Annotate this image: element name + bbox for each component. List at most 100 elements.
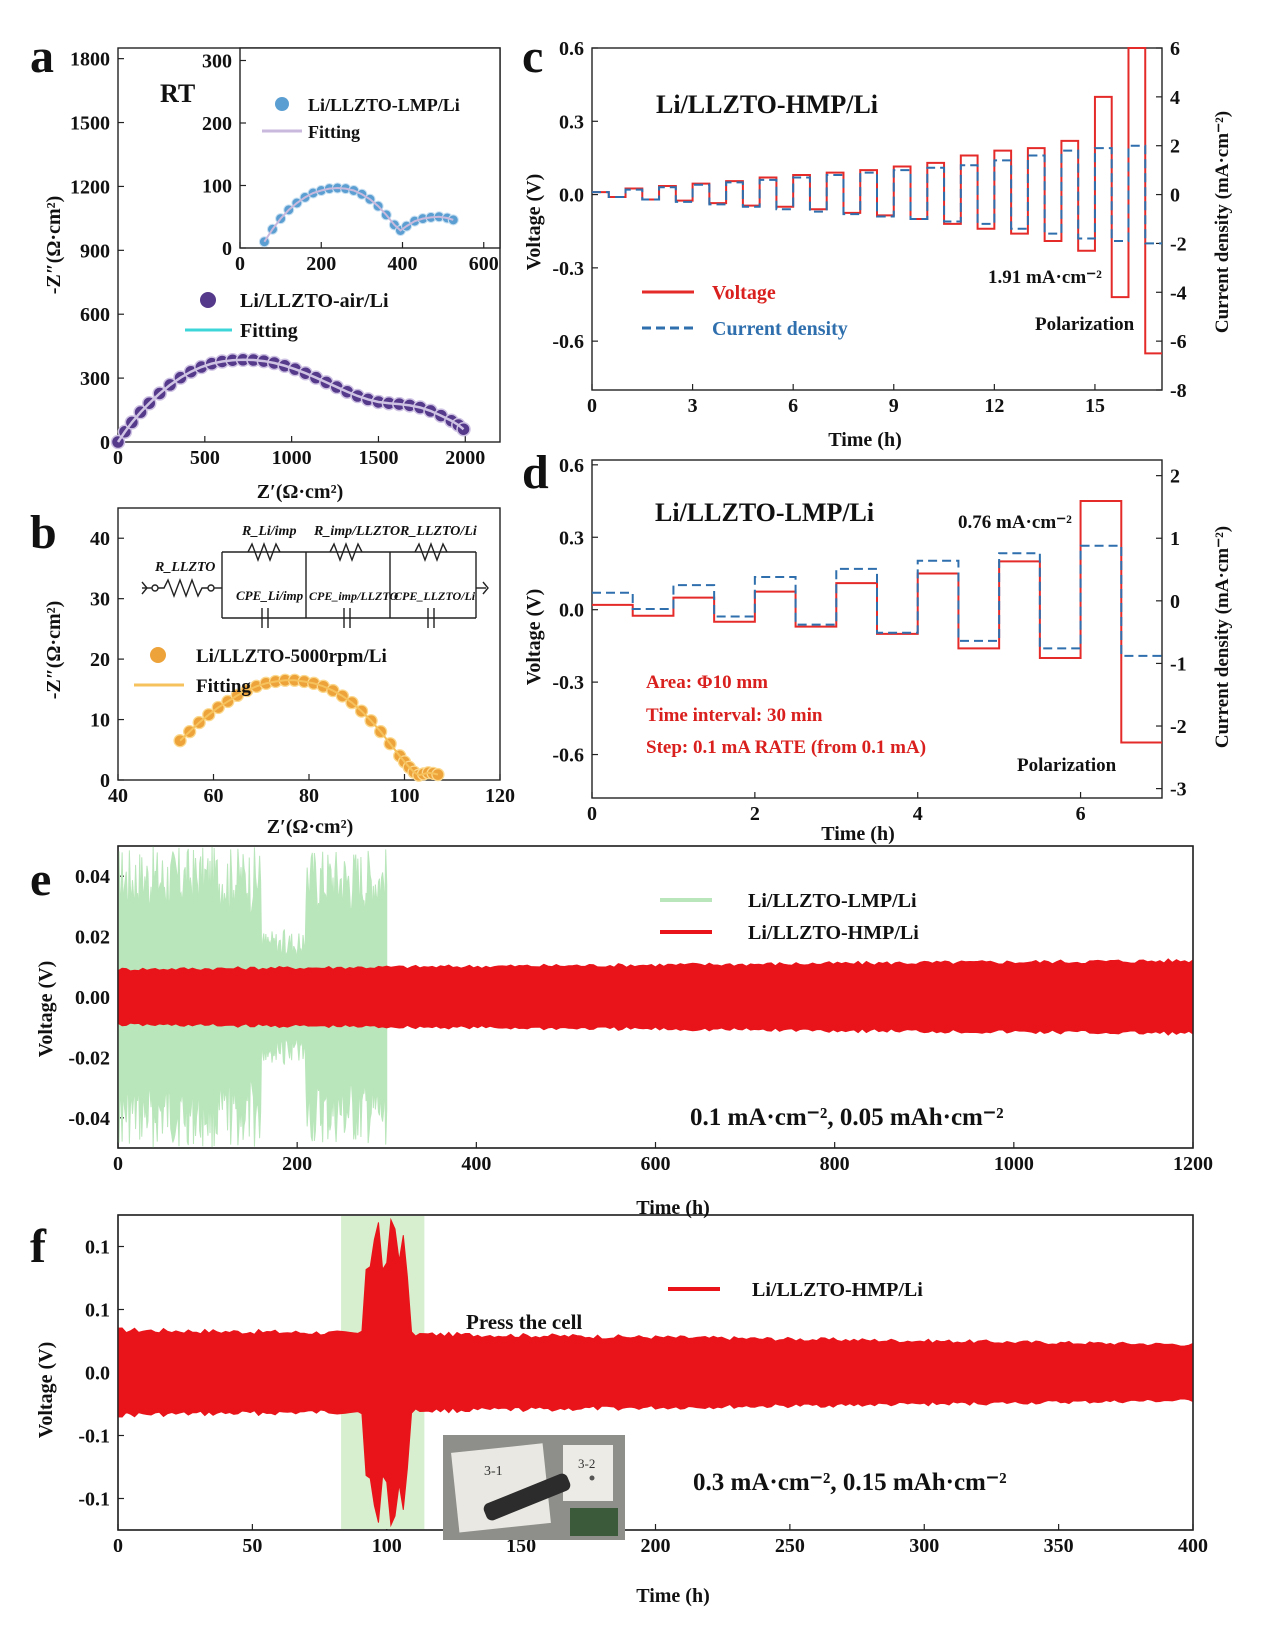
panel-label-f: f bbox=[30, 1220, 47, 1273]
c-y2label: Current density (mA·cm⁻²) bbox=[1212, 111, 1233, 333]
x-tick-label: 1000 bbox=[994, 1153, 1034, 1175]
x-tick-label: 15 bbox=[1085, 395, 1105, 417]
x-tick-label: 400 bbox=[461, 1153, 491, 1175]
x-tick-label: 3 bbox=[688, 395, 698, 417]
b-ylabel: -Z″(Ω·cm²) bbox=[43, 601, 65, 700]
y2-tick-label: -2 bbox=[1170, 233, 1187, 255]
y-tick-label: 0 bbox=[222, 238, 232, 260]
c-title: Li/LLZTO-HMP/Li bbox=[656, 90, 878, 119]
x-tick-label: 6 bbox=[788, 395, 798, 417]
y2-tick-label: 1 bbox=[1170, 528, 1180, 550]
c-xlabel: Time (h) bbox=[828, 429, 902, 451]
y-tick-label: -0.02 bbox=[68, 1047, 110, 1069]
legend-label: Li/LLZTO-air/Li bbox=[240, 290, 389, 312]
circuit-labels: R_LLZTO R_Li/imp CPE_Li/imp R_imp/LLZTO … bbox=[154, 524, 477, 603]
d-ylabel: Voltage (V) bbox=[523, 589, 545, 685]
y2-tick-label: -3 bbox=[1170, 779, 1187, 801]
x-tick-label: 0 bbox=[113, 1153, 123, 1175]
legend-label: Li/LLZTO-HMP/Li bbox=[752, 1279, 923, 1301]
x-tick-label: 40 bbox=[108, 785, 128, 807]
y-tick-label: 0.04 bbox=[75, 866, 110, 888]
x-tick-label: 500 bbox=[190, 447, 220, 469]
x-tick-label: 1200 bbox=[1173, 1153, 1213, 1175]
panel-label-a: a bbox=[30, 30, 54, 83]
y-tick-label: -0.04 bbox=[68, 1108, 110, 1130]
y-tick-label: 20 bbox=[90, 649, 110, 671]
panel-label-c: c bbox=[522, 30, 543, 83]
y-tick-label: 0.3 bbox=[559, 111, 584, 133]
y-tick-label: 300 bbox=[80, 368, 110, 390]
legend-marker bbox=[150, 647, 166, 663]
fit-line-5000rpm bbox=[179, 679, 439, 777]
y-tick-label: 0 bbox=[100, 432, 110, 454]
y-tick-label: 40 bbox=[90, 528, 110, 550]
panel-b: 40 60 80 100 120 0 10 20 30 40 Li/LLZTO-5000rpm/Li… bbox=[90, 507, 515, 807]
y-tick-label: 0.3 bbox=[559, 527, 584, 549]
d-annotation-area: Area: Φ10 mm bbox=[646, 672, 768, 693]
legend-label: Voltage bbox=[712, 282, 776, 304]
circuit-label: R_Li/imp bbox=[241, 524, 296, 539]
circuit-label: CPE_LLZTO/Li bbox=[394, 589, 476, 603]
current-density-line bbox=[592, 144, 1162, 245]
photo-cell-left bbox=[451, 1443, 551, 1533]
resistor-r-li-imp bbox=[247, 542, 281, 562]
circuit-label: CPE_Li/imp bbox=[236, 588, 304, 603]
panel-label-d: d bbox=[522, 446, 549, 499]
cycling-band-0 bbox=[117, 1217, 1194, 1528]
photo-tweezers bbox=[483, 1473, 571, 1521]
y-tick-label: 1200 bbox=[70, 176, 110, 198]
y-tick-label: 600 bbox=[80, 304, 110, 326]
a-ylabel: -Z″(Ω·cm²) bbox=[43, 196, 65, 295]
x-tick-label: 4 bbox=[913, 803, 923, 825]
y-tick-label: -0.6 bbox=[552, 745, 584, 767]
resistor-r-llzto-li bbox=[414, 542, 448, 562]
y-tick-label: 0.00 bbox=[75, 987, 110, 1009]
plot-frame bbox=[591, 47, 1163, 391]
x-tick-label: 100 bbox=[372, 1535, 402, 1557]
y-tick-label: 0.1 bbox=[85, 1237, 110, 1259]
f-ylabel: Voltage (V) bbox=[35, 1342, 57, 1438]
d-title: Li/LLZTO-LMP/Li bbox=[655, 498, 874, 527]
x-tick-label: 0 bbox=[587, 395, 597, 417]
panel-d: 0 2 4 6 -0.6 -0.3 0.0 0.3 0.6 -3 -2 -1 0 1 2 bbox=[552, 455, 1186, 825]
y-tick-label: -0.6 bbox=[552, 331, 584, 353]
legend-label: Fitting bbox=[240, 320, 298, 342]
x-tick-label: 12 bbox=[984, 395, 1004, 417]
x-tick-label: 50 bbox=[242, 1535, 262, 1557]
y-tick-label: -0.3 bbox=[552, 672, 584, 694]
panel-c: 0 3 6 9 12 15 -0.6 -0.3 0.0 0.3 0.6 -8 -6 -4 -2 0 2 4 6 Vol… bbox=[552, 38, 1186, 417]
legend-label: Fitting bbox=[308, 122, 360, 142]
e-ylabel: Voltage (V) bbox=[35, 961, 57, 1057]
y-tick-label: 0.6 bbox=[559, 38, 584, 60]
c-ylabel: Voltage (V) bbox=[523, 174, 545, 270]
panel-a: 0 500 1000 1500 20000300600900120015001800Li… bbox=[70, 47, 501, 469]
x-tick-label: 2 bbox=[750, 803, 760, 825]
y2-tick-label: 2 bbox=[1170, 466, 1180, 488]
circuit-terminal bbox=[141, 581, 148, 595]
x-tick-label: 300 bbox=[909, 1535, 939, 1557]
x-tick-label: 800 bbox=[820, 1153, 850, 1175]
y-tick-label: 100 bbox=[202, 176, 232, 198]
a-xlabel: Z′(Ω·cm²) bbox=[257, 481, 344, 503]
x-tick-label: 2000 bbox=[445, 447, 485, 469]
d-annotation-polarization: Polarization bbox=[1017, 755, 1117, 776]
y-tick-label: 0 bbox=[100, 770, 110, 792]
resistor-r-imp-llzto bbox=[329, 542, 363, 562]
d-annotation-current: 0.76 mA·cm⁻² bbox=[958, 512, 1072, 533]
x-tick-label: 0 bbox=[113, 447, 123, 469]
c-annotation-polarization: Polarization bbox=[1035, 314, 1135, 335]
circuit-label: R_LLZTO/Li bbox=[399, 524, 477, 539]
b-xlabel: Z′(Ω·cm²) bbox=[267, 816, 354, 838]
y2-tick-label: -1 bbox=[1170, 653, 1187, 675]
x-tick-label: 80 bbox=[299, 785, 319, 807]
legend-label: Li/LLZTO-5000rpm/Li bbox=[196, 646, 387, 667]
photo-glove bbox=[570, 1508, 618, 1536]
photo-screw bbox=[589, 1475, 595, 1481]
x-tick-label: 6 bbox=[1076, 803, 1086, 825]
y-tick-label: 0.0 bbox=[559, 600, 584, 622]
panel-label-b: b bbox=[30, 506, 57, 559]
fit-line-air bbox=[116, 358, 465, 443]
x-tick-label: 150 bbox=[506, 1535, 536, 1557]
y-tick-label: 300 bbox=[202, 51, 232, 73]
x-tick-label: 0 bbox=[587, 803, 597, 825]
